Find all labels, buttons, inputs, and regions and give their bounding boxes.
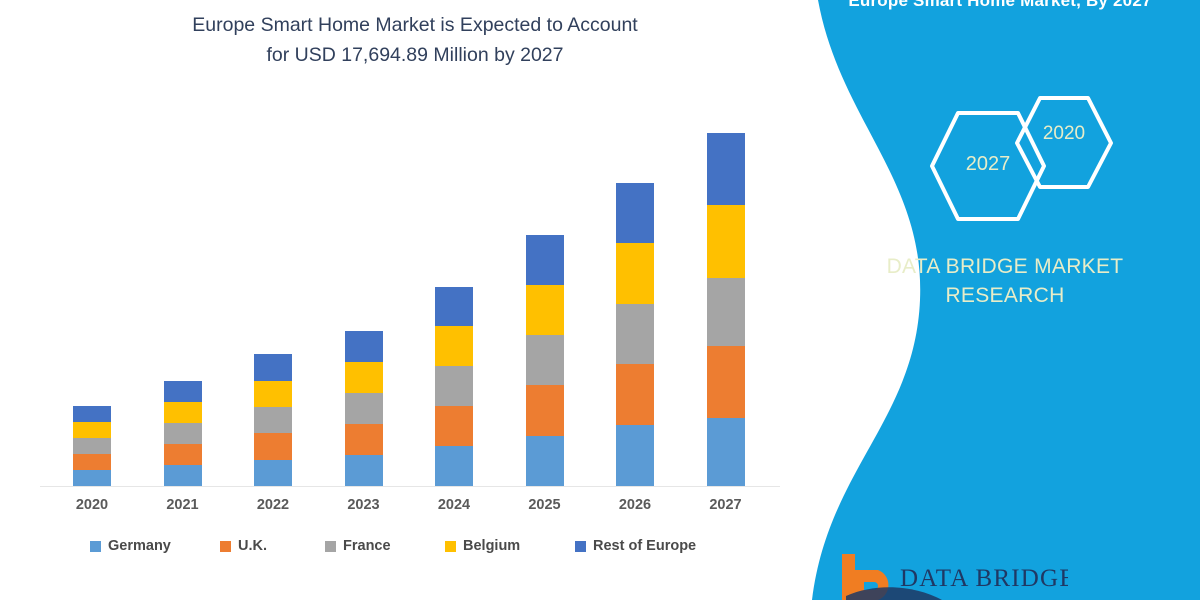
legend-swatch-icon (220, 540, 231, 552)
legend-swatch-icon (90, 540, 101, 552)
legend-label: France (343, 538, 391, 554)
x-axis-label-2026: 2026 (618, 497, 652, 513)
x-axis-label-2027: 2027 (709, 497, 742, 513)
bar-column-2023[interactable] (344, 331, 383, 486)
bar-segment-u-k--2026[interactable] (616, 364, 654, 425)
bar-column-2027[interactable] (706, 133, 745, 486)
bar-segment-rest-of-europe-2020[interactable] (73, 406, 111, 422)
bar-segment-belgium-2023[interactable] (344, 362, 383, 393)
bar-segment-u-k--2027[interactable] (706, 346, 745, 418)
bar-segment-germany-2020[interactable] (73, 470, 111, 486)
page-title-line-2: for USD 17,694.89 Million by 2027 (266, 44, 564, 66)
bar-segment-u-k--2021[interactable] (163, 444, 202, 465)
legend-swatch-icon (445, 540, 456, 552)
logo-mark-icon (842, 554, 942, 600)
bar-segment-rest-of-europe-2024[interactable] (435, 287, 473, 326)
bar-segment-belgium-2020[interactable] (73, 422, 111, 438)
logo-text: DATA BRIDGE (900, 565, 1068, 592)
bar-segment-rest-of-europe-2021[interactable] (163, 381, 202, 402)
bar-segment-germany-2022[interactable] (254, 460, 292, 486)
bar-segment-u-k--2022[interactable] (254, 433, 292, 460)
page-title-line-1: Europe Smart Home Market is Expected to … (192, 14, 638, 36)
bar-segment-france-2026[interactable] (616, 304, 654, 364)
bar-segment-germany-2026[interactable] (616, 425, 654, 486)
bar-segment-u-k--2020[interactable] (73, 454, 111, 470)
legend-label: U.K. (238, 538, 267, 554)
bar-segment-rest-of-europe-2023[interactable] (344, 331, 383, 362)
legend-item-belgium[interactable]: Belgium (445, 538, 520, 554)
bar-segment-belgium-2021[interactable] (163, 402, 202, 423)
bar-column-2026[interactable] (616, 183, 654, 486)
legend-item-u-k-[interactable]: U.K. (220, 538, 267, 554)
bar-column-2022[interactable] (254, 354, 292, 486)
bar-segment-u-k--2025[interactable] (525, 385, 564, 436)
bar-column-2024[interactable] (435, 287, 473, 486)
legend-item-germany[interactable]: Germany (90, 538, 171, 554)
chart-legend: Germany U.K. France Belgium Rest of Europe (50, 538, 770, 564)
bar-segment-france-2021[interactable] (163, 423, 202, 444)
bar-column-2020[interactable] (73, 406, 111, 486)
x-axis-labels: 2020 2021 2022 2023 2024 2025 2026 2027 (40, 497, 780, 519)
bar-segment-rest-of-europe-2027[interactable] (706, 133, 745, 205)
x-axis-label-2023: 2023 (347, 497, 380, 513)
bar-segment-rest-of-europe-2022[interactable] (254, 354, 292, 381)
bar-segment-u-k--2023[interactable] (344, 424, 383, 455)
bar-segment-rest-of-europe-2025[interactable] (525, 235, 564, 285)
bar-segment-germany-2025[interactable] (525, 436, 564, 486)
bar-segment-belgium-2027[interactable] (706, 205, 745, 278)
bar-segment-france-2025[interactable] (525, 335, 564, 385)
bar-segment-rest-of-europe-2026[interactable] (616, 183, 654, 243)
bar-segment-france-2024[interactable] (435, 366, 473, 406)
bar-segment-germany-2027[interactable] (706, 418, 745, 486)
bar-segment-france-2027[interactable] (706, 278, 745, 346)
x-axis-label-2021: 2021 (166, 497, 199, 513)
x-axis-line (40, 486, 780, 487)
x-axis-label-2024: 2024 (437, 497, 471, 513)
bar-segment-germany-2024[interactable] (435, 446, 473, 486)
legend-label: Belgium (463, 538, 521, 554)
data-bridge-logo: DATA BRIDGE (838, 552, 1068, 600)
bar-segment-belgium-2024[interactable] (435, 326, 473, 366)
bar-segment-belgium-2025[interactable] (525, 285, 564, 335)
legend-item-france[interactable]: France (325, 538, 391, 554)
bar-column-2021[interactable] (163, 381, 202, 486)
bar-segment-germany-2021[interactable] (163, 465, 202, 486)
bar-segment-belgium-2022[interactable] (254, 381, 292, 407)
x-axis-label-2020: 2020 (75, 497, 109, 513)
legend-swatch-icon (325, 540, 336, 552)
x-axis-label-2022: 2022 (256, 497, 290, 513)
chart-plot-area (40, 90, 780, 487)
bar-segment-germany-2023[interactable] (344, 455, 383, 486)
bar-segment-u-k--2024[interactable] (435, 406, 473, 446)
right-cyan-panel (812, 0, 1200, 600)
bar-segment-france-2020[interactable] (73, 438, 111, 454)
legend-label: Germany (108, 538, 171, 554)
legend-label: Rest of Europe (593, 538, 697, 554)
legend-item-rest-of-europe[interactable]: Rest of Europe (575, 538, 696, 554)
legend-swatch-icon (575, 540, 586, 552)
bar-series-container (40, 90, 780, 486)
bar-segment-france-2023[interactable] (344, 393, 383, 424)
bar-column-2025[interactable] (525, 235, 564, 486)
bar-segment-belgium-2026[interactable] (616, 243, 654, 304)
page-title: Europe Smart Home Market is Expected to … (60, 10, 770, 70)
x-axis-label-2025: 2025 (528, 497, 561, 513)
bar-segment-france-2022[interactable] (254, 407, 292, 433)
